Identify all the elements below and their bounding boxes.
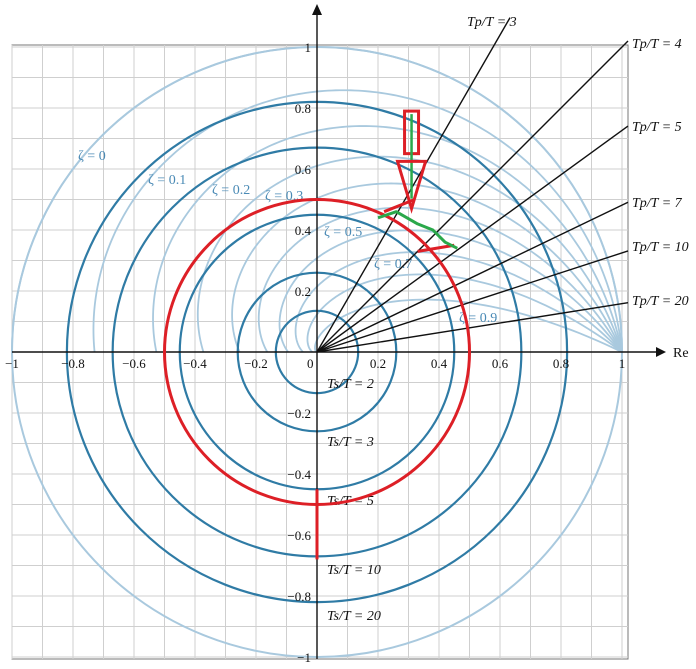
red-arrow-head	[395, 159, 428, 214]
y-tick-label: −0.6	[287, 528, 311, 543]
y-tick-label: 0.2	[295, 284, 311, 299]
x-tick-label: −0.6	[122, 356, 146, 371]
tp-label-20: Tp/T = 20	[632, 294, 689, 309]
y-tick-label: −0.8	[287, 589, 311, 604]
red-tick-1	[417, 243, 455, 253]
tp-label-3: Tp/T = 3	[467, 15, 517, 30]
x-tick-label: −0.2	[244, 356, 268, 371]
ts-label-2: Ts/T = 2	[327, 377, 374, 392]
zeta-label-2: ζ = 0.2	[212, 183, 250, 198]
x-tick-label: 0.4	[431, 356, 448, 371]
tp-label-10: Tp/T = 10	[632, 240, 689, 255]
tp-label-7: Tp/T = 7	[632, 196, 683, 211]
tp-ray-20	[316, 302, 629, 353]
y-tick-label: −1	[297, 650, 311, 665]
tp-rays: Tp/T = 3 Tp/T = 4 Tp/T = 5 Tp/T = 7 Tp/T = 1…	[316, 15, 689, 353]
x-tick-label: 0.2	[370, 356, 386, 371]
x-tick-label: 0.8	[553, 356, 569, 371]
x-tick-label: −1	[5, 356, 19, 371]
ts-label-3: Ts/T = 3	[327, 435, 374, 450]
tp-label-4: Tp/T = 4	[632, 37, 682, 52]
y-tick-label: −0.2	[287, 406, 311, 421]
y-tick-label: 1	[305, 40, 312, 55]
x-tick-label: −0.4	[183, 356, 207, 371]
green-curve	[377, 210, 458, 250]
zeta-label-7: ζ = 0.7	[374, 257, 412, 272]
y-tick-label: 0.4	[295, 223, 312, 238]
tp-label-5: Tp/T = 5	[632, 120, 682, 135]
x-axis-label: Re	[673, 346, 689, 361]
x-tick-label: 0.6	[492, 356, 509, 371]
x-tick-label: 1	[619, 356, 626, 371]
zeta-label-0: ζ = 0	[78, 149, 106, 164]
zeta-label-9: ζ = 0.9	[459, 311, 497, 326]
y-tick-label: 0.8	[295, 101, 311, 116]
tp-ray-5	[316, 125, 629, 353]
zeta-label-1: ζ = 0.1	[148, 173, 186, 188]
x-tick-label: 0	[307, 356, 314, 371]
tp-ray-7	[316, 201, 629, 353]
red-tick-0	[383, 198, 416, 214]
zeta-label-5: ζ = 0.5	[324, 225, 362, 240]
y-tick-label: −0.4	[287, 467, 311, 482]
ts-label-20: Ts/T = 20	[327, 609, 381, 624]
tp-ray-10	[316, 250, 629, 353]
tick-labels: −1 −0.8 −0.6 −0.4 −0.2 0 0.2 0.4 0.6 0.8 1 1 0.8 0.6 0…	[5, 40, 625, 665]
tp-ray-3	[316, 17, 511, 353]
tp-ray-4	[316, 40, 629, 353]
y-tick-label: 0.6	[295, 162, 312, 177]
ts-label-10: Ts/T = 10	[327, 563, 381, 578]
annotations	[163, 109, 471, 560]
y-axis-arrow	[312, 4, 322, 15]
x-axis-arrow	[656, 347, 666, 357]
x-tick-label: −0.8	[61, 356, 85, 371]
